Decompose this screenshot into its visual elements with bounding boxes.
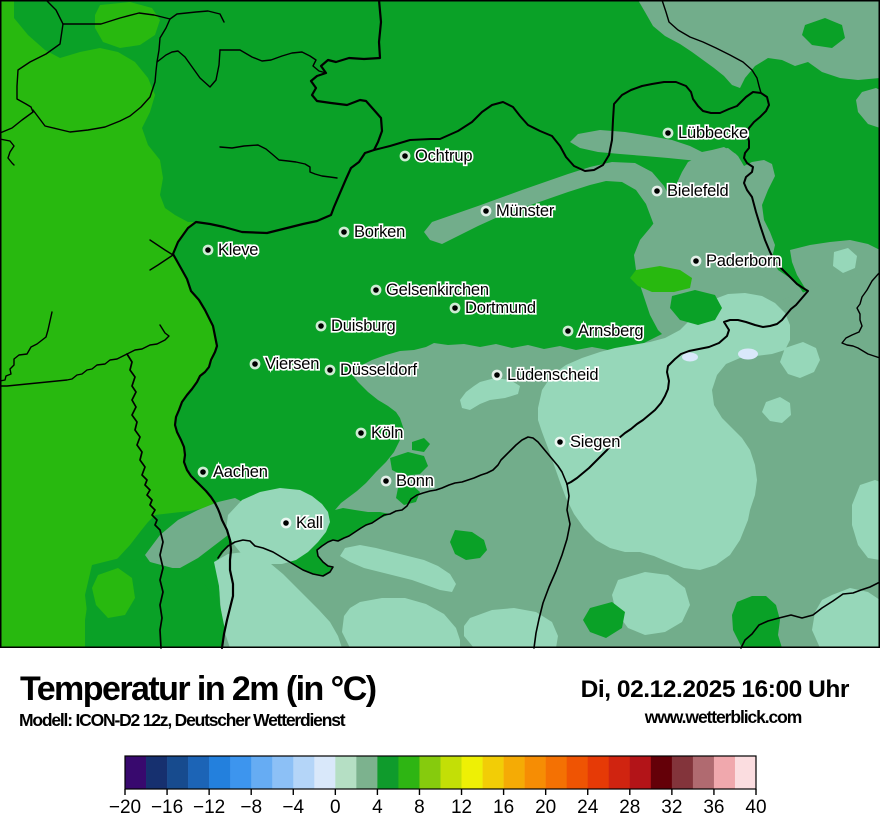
svg-text:Temperatur in 2m (in °C): Temperatur in 2m (in °C)	[20, 670, 376, 708]
svg-text:0: 0	[330, 797, 341, 818]
svg-text:Viersen: Viersen	[265, 355, 319, 373]
svg-text:12: 12	[451, 797, 472, 818]
svg-text:−20: −20	[109, 797, 141, 818]
svg-text:32: 32	[661, 797, 682, 818]
svg-text:Gelsenkirchen: Gelsenkirchen	[386, 281, 489, 299]
svg-text:−8: −8	[240, 797, 262, 818]
svg-text:Köln: Köln	[371, 424, 403, 442]
svg-text:−4: −4	[282, 797, 304, 818]
svg-text:Bonn: Bonn	[396, 472, 434, 490]
svg-text:28: 28	[619, 797, 640, 818]
svg-text:Paderborn: Paderborn	[706, 252, 781, 270]
svg-text:www.wetterblick.com: www.wetterblick.com	[644, 707, 802, 727]
svg-text:Lübbecke: Lübbecke	[678, 124, 748, 142]
svg-text:−12: −12	[193, 797, 225, 818]
svg-text:Kall: Kall	[296, 514, 323, 532]
svg-text:Borken: Borken	[354, 223, 405, 241]
svg-text:20: 20	[535, 797, 556, 818]
svg-text:Duisburg: Duisburg	[331, 317, 395, 335]
svg-text:Münster: Münster	[496, 202, 555, 220]
svg-text:24: 24	[577, 797, 599, 818]
svg-text:Di, 02.12.2025 16:00 Uhr: Di, 02.12.2025 16:00 Uhr	[581, 676, 850, 703]
svg-text:Bielefeld: Bielefeld	[667, 182, 729, 200]
svg-text:16: 16	[493, 797, 514, 818]
svg-text:Düsseldorf: Düsseldorf	[340, 361, 417, 379]
svg-text:Siegen: Siegen	[570, 433, 620, 451]
svg-text:Modell: ICON-D2 12z, Deutscher: Modell: ICON-D2 12z, Deutscher Wetterdie…	[19, 710, 346, 730]
svg-text:Ochtrup: Ochtrup	[415, 147, 472, 165]
svg-text:40: 40	[745, 797, 766, 818]
svg-text:−16: −16	[151, 797, 183, 818]
svg-text:8: 8	[414, 797, 425, 818]
svg-text:Lüdenscheid: Lüdenscheid	[507, 366, 598, 384]
svg-text:4: 4	[372, 797, 383, 818]
svg-text:Arnsberg: Arnsberg	[578, 322, 643, 340]
svg-text:Dortmund: Dortmund	[465, 299, 536, 317]
svg-text:Kleve: Kleve	[218, 241, 258, 259]
svg-text:Aachen: Aachen	[213, 463, 268, 481]
svg-text:36: 36	[703, 797, 724, 818]
